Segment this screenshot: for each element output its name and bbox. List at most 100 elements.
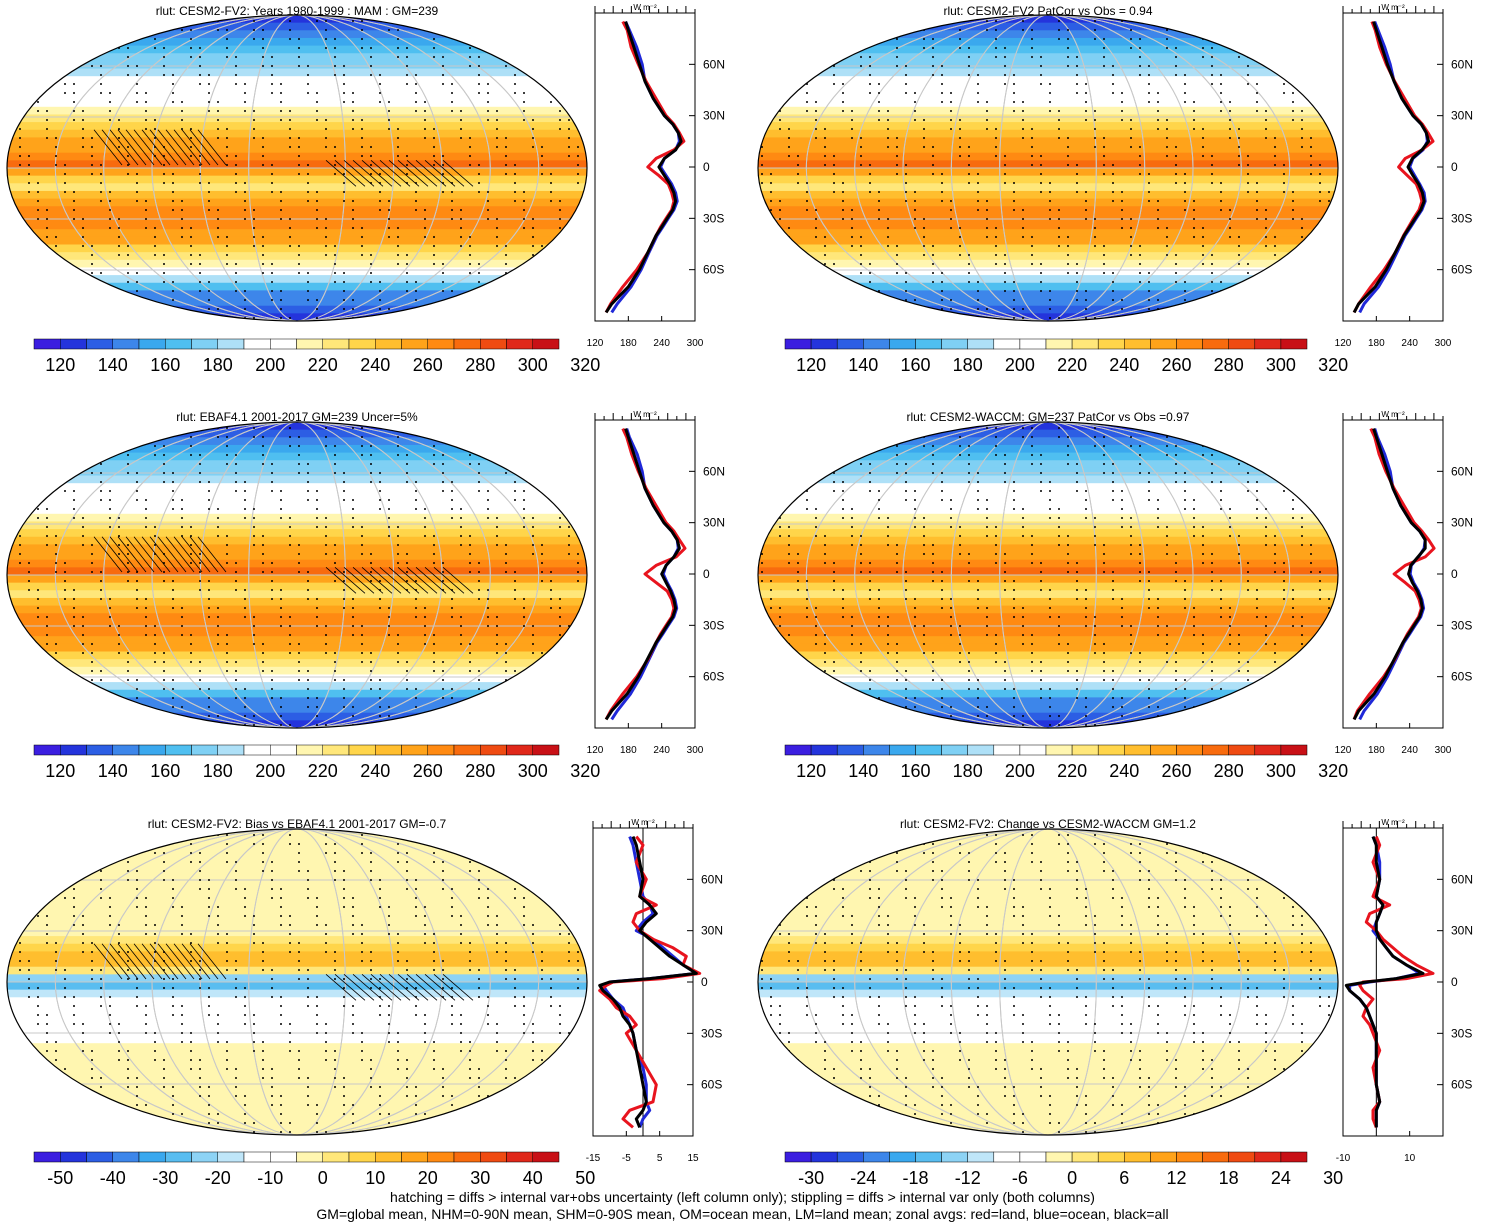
colorbar-label: 280 bbox=[1214, 355, 1244, 375]
zonal-line-land bbox=[606, 22, 684, 313]
colorbar-label: 240 bbox=[1109, 355, 1139, 375]
zonal-xtick-label: 300 bbox=[1435, 745, 1452, 756]
colorbar-label: 260 bbox=[1161, 761, 1191, 781]
zonal-ytick-label: 60N bbox=[1451, 57, 1473, 71]
colorbar-label: 20 bbox=[418, 1168, 438, 1188]
zonal-xtick-label: -10 bbox=[1336, 1153, 1351, 1164]
zonal-unit: W m⁻² bbox=[1381, 410, 1405, 419]
zonal-line-all bbox=[600, 837, 697, 1128]
colorbar-label: 300 bbox=[518, 761, 548, 781]
zonal-xtick-label: 300 bbox=[687, 745, 704, 756]
zonal-ytick-label: 30S bbox=[1451, 618, 1472, 632]
colorbar-label: 30 bbox=[1323, 1168, 1343, 1188]
colorbar-label: -10 bbox=[257, 1168, 283, 1188]
zonal-ytick-label: 0 bbox=[1451, 160, 1458, 174]
map-field bbox=[7, 15, 587, 322]
chart-panel-bottom-left: rlut: CESM2-FV2: Bias vs EBAF4.1 2001-20… bbox=[7, 817, 723, 1188]
colorbar-label: 200 bbox=[255, 355, 285, 375]
map-field bbox=[7, 422, 587, 729]
zonal-ytick-label: 30N bbox=[701, 924, 723, 938]
zonal-ytick-label: 0 bbox=[1451, 975, 1458, 989]
zonal-line-ocean bbox=[1360, 22, 1428, 313]
zonal-xtick-label: 180 bbox=[1368, 745, 1385, 756]
map-field bbox=[758, 422, 1338, 729]
colorbar-label: 140 bbox=[98, 355, 128, 375]
zonal-ytick-label: 60N bbox=[703, 464, 725, 478]
zonal-xtick-label: 120 bbox=[1335, 745, 1352, 756]
zonal-xtick-label: 300 bbox=[1435, 338, 1452, 349]
colorbar-label: 18 bbox=[1219, 1168, 1239, 1188]
zonal-xtick-label: 240 bbox=[653, 338, 670, 349]
zonal-xtick-label: 120 bbox=[587, 338, 604, 349]
zonal-xtick-label: 180 bbox=[620, 338, 637, 349]
zonal-ytick-label: 60N bbox=[703, 57, 725, 71]
zonal-xtick-label: 120 bbox=[587, 745, 604, 756]
zonal-ytick-label: 30S bbox=[701, 1026, 722, 1040]
colorbar-label: 200 bbox=[1005, 761, 1035, 781]
zonal-xtick-label: 120 bbox=[1335, 338, 1352, 349]
zonal-ytick-label: 60S bbox=[1451, 263, 1472, 277]
colorbar-label: -50 bbox=[47, 1168, 73, 1188]
zonal-ytick-label: 60S bbox=[1451, 1078, 1472, 1092]
zonal-ytick-label: 0 bbox=[703, 160, 710, 174]
zonal-xtick-label: 15 bbox=[687, 1153, 699, 1164]
zonal-ytick-label: 60S bbox=[703, 670, 724, 684]
zonal-ytick-label: 0 bbox=[701, 975, 708, 989]
colorbar-label: 240 bbox=[360, 761, 390, 781]
colorbar-label: 140 bbox=[98, 761, 128, 781]
colorbar-label: 300 bbox=[1266, 761, 1296, 781]
zonal-unit: W m⁻² bbox=[1381, 818, 1405, 827]
colorbar-label: 140 bbox=[848, 355, 878, 375]
colorbar-label: -24 bbox=[850, 1168, 876, 1188]
colorbar-label: 240 bbox=[360, 355, 390, 375]
colorbar-label: 220 bbox=[1057, 355, 1087, 375]
zonal-ytick-label: 60S bbox=[701, 1078, 722, 1092]
map-field bbox=[758, 15, 1338, 322]
colorbar-label: -30 bbox=[798, 1168, 824, 1188]
zonal-xtick-label: 240 bbox=[1401, 338, 1418, 349]
colorbar-label: 260 bbox=[413, 761, 443, 781]
colorbar-label: 50 bbox=[575, 1168, 595, 1188]
zonal-xtick-label: 180 bbox=[1368, 338, 1385, 349]
colorbar-label: 220 bbox=[308, 761, 338, 781]
colorbar-label: 0 bbox=[318, 1168, 328, 1188]
colorbar-label: 120 bbox=[45, 761, 75, 781]
zonal-ytick-label: 0 bbox=[703, 567, 710, 581]
colorbar-label: 120 bbox=[796, 355, 826, 375]
zonal-ytick-label: 30S bbox=[1451, 211, 1472, 225]
footer-legend-note: GM=global mean, NHM=0-90N mean, SHM=0-90… bbox=[0, 1206, 1485, 1222]
colorbar-label: -40 bbox=[100, 1168, 126, 1188]
zonal-ytick-label: 60N bbox=[1451, 464, 1473, 478]
colorbar-label: 320 bbox=[570, 761, 600, 781]
zonal-line-land bbox=[1354, 429, 1434, 720]
zonal-ytick-label: 30S bbox=[703, 618, 724, 632]
zonal-frame bbox=[595, 13, 695, 321]
colorbar-label: 140 bbox=[848, 761, 878, 781]
zonal-xtick-label: 240 bbox=[1401, 745, 1418, 756]
colorbar-label: 220 bbox=[308, 355, 338, 375]
colorbar-label: 180 bbox=[203, 761, 233, 781]
colorbar-label: 280 bbox=[1214, 761, 1244, 781]
colorbar-label: 30 bbox=[470, 1168, 490, 1188]
colorbar-label: 40 bbox=[523, 1168, 543, 1188]
colorbar-label: -6 bbox=[1012, 1168, 1028, 1188]
colorbar-label: 160 bbox=[150, 761, 180, 781]
zonal-ytick-label: 60S bbox=[703, 263, 724, 277]
zonal-ytick-label: 0 bbox=[1451, 567, 1458, 581]
zonal-xtick-label: 5 bbox=[657, 1153, 663, 1164]
colorbar-label: 280 bbox=[465, 761, 495, 781]
zonal-frame bbox=[1343, 13, 1443, 321]
zonal-ytick-label: 60N bbox=[701, 872, 723, 886]
colorbar-label: 300 bbox=[518, 355, 548, 375]
zonal-xtick-label: 10 bbox=[1404, 1153, 1416, 1164]
colorbar-label: 180 bbox=[953, 761, 983, 781]
colorbar-label: 180 bbox=[953, 355, 983, 375]
